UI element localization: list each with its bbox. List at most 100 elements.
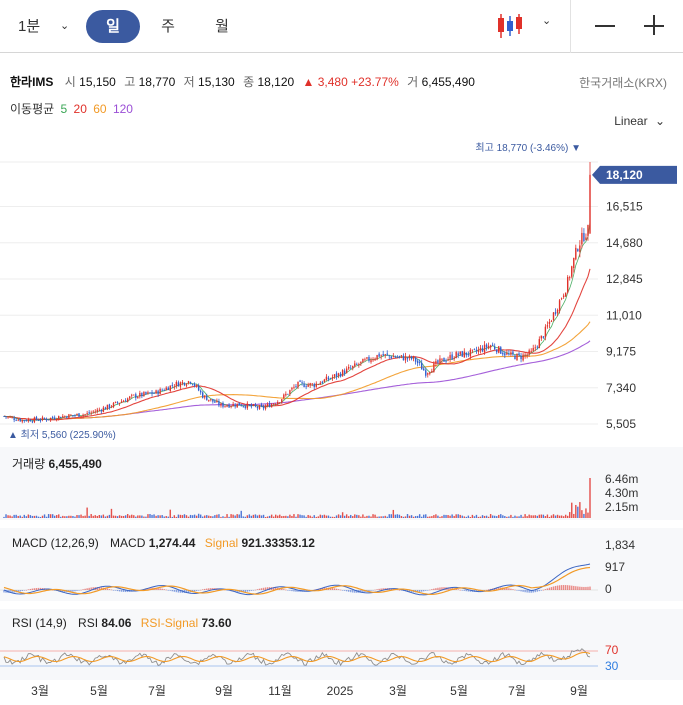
candle-body [252, 404, 255, 406]
candle-body [173, 386, 176, 388]
ma-60: 60 [93, 102, 107, 116]
candle-body [112, 402, 115, 408]
x-tick-label: 9월 [215, 684, 233, 698]
interval-select[interactable]: 1분 ⌄ [18, 10, 78, 43]
candle-body [435, 361, 437, 364]
scale-select[interactable]: Linear ⌄ [614, 114, 665, 128]
high-note: 최고 18,770 (-3.46%) ▼ [475, 142, 581, 154]
candle-body [167, 387, 169, 391]
candle-body [100, 409, 103, 412]
candle-body [376, 354, 378, 360]
candle-body [56, 419, 58, 421]
candle-body [465, 352, 468, 356]
candle-body [530, 350, 532, 352]
high-value: 18,770 [138, 75, 176, 89]
candle-body [262, 406, 265, 409]
candle-body [214, 401, 216, 403]
chevron-down-icon: ⌄ [60, 20, 70, 32]
candle-body [29, 419, 32, 422]
candle-body [129, 396, 131, 399]
candle-body [143, 392, 145, 396]
candle-body [386, 353, 388, 355]
candle-body [270, 404, 273, 408]
candle-body [526, 354, 528, 356]
candle-body [23, 420, 25, 421]
candle-body [538, 339, 541, 349]
candle-body [236, 403, 238, 408]
candle-body [569, 277, 571, 279]
candle-body [459, 351, 461, 355]
candle-body [297, 381, 299, 388]
candle-body [285, 393, 287, 396]
stock-name: 한라IMS [10, 75, 54, 89]
period-tab-day[interactable]: 일 [86, 10, 140, 43]
candle-body [281, 399, 283, 403]
candle-body [429, 372, 431, 374]
candle-body [400, 355, 403, 356]
candle-body [102, 407, 105, 412]
candle-body [433, 363, 435, 373]
candle-body [82, 414, 84, 417]
candle-body [500, 347, 502, 354]
candle-body [475, 349, 478, 352]
chart-type-chevron-icon[interactable]: ⌄ [542, 15, 552, 27]
candle-body [272, 403, 275, 405]
candle-body [169, 385, 171, 391]
candle-body [41, 417, 44, 420]
candle-body [384, 354, 386, 356]
candle-body [573, 257, 575, 269]
candle-body [133, 394, 135, 396]
candle-body [175, 381, 178, 386]
candle-body [402, 355, 405, 361]
candle-body [544, 326, 547, 338]
candle-body [244, 406, 247, 408]
scale-label: Linear [614, 114, 648, 128]
candle-body [566, 276, 569, 293]
macd-title: MACD (12,26,9) [12, 536, 99, 550]
candle-body [216, 400, 218, 403]
candle-body [179, 382, 182, 387]
candle-body [339, 373, 342, 377]
candle-body [471, 349, 474, 351]
candle-body [13, 418, 15, 420]
candle-body [356, 364, 358, 365]
candle-body [131, 394, 133, 396]
ma-label: 이동평균 [10, 102, 55, 116]
candle-body [15, 420, 17, 421]
candle-body [189, 381, 192, 384]
candlestick-icon[interactable] [493, 12, 527, 40]
candle-body [335, 373, 338, 377]
x-tick-label: 5월 [450, 684, 468, 698]
candle-body [124, 400, 127, 402]
candle-body [155, 390, 157, 394]
candle-body [106, 404, 109, 410]
candle-body [53, 417, 56, 420]
candle-body [345, 368, 348, 374]
candle-body [388, 355, 390, 357]
candle-body [193, 383, 196, 386]
zoom-in-icon[interactable] [643, 12, 665, 40]
candle-body [437, 360, 439, 363]
zoom-out-icon[interactable] [594, 12, 616, 40]
candle-body [232, 403, 234, 407]
candle-body [347, 366, 350, 369]
open-label: 시 [64, 75, 76, 89]
candle-body [518, 353, 520, 355]
candle-body [502, 352, 504, 355]
x-tick-label: 7월 [508, 684, 526, 698]
candle-body [43, 418, 46, 419]
candle-body [325, 376, 328, 381]
candle-body [11, 417, 13, 419]
candle-body [380, 355, 382, 357]
candle-body [498, 346, 500, 353]
candle-body [301, 382, 303, 384]
rsi-signal-name: RSI-Signal [140, 616, 199, 630]
candle-body [90, 412, 92, 414]
period-tab-month[interactable]: 월 [215, 18, 229, 35]
period-tab-week[interactable]: 주 [161, 18, 175, 35]
candle-body [443, 357, 445, 362]
volume-label: 거 [407, 75, 419, 89]
candle-body [524, 354, 526, 356]
candle-body [560, 298, 563, 300]
candle-body [410, 356, 413, 359]
